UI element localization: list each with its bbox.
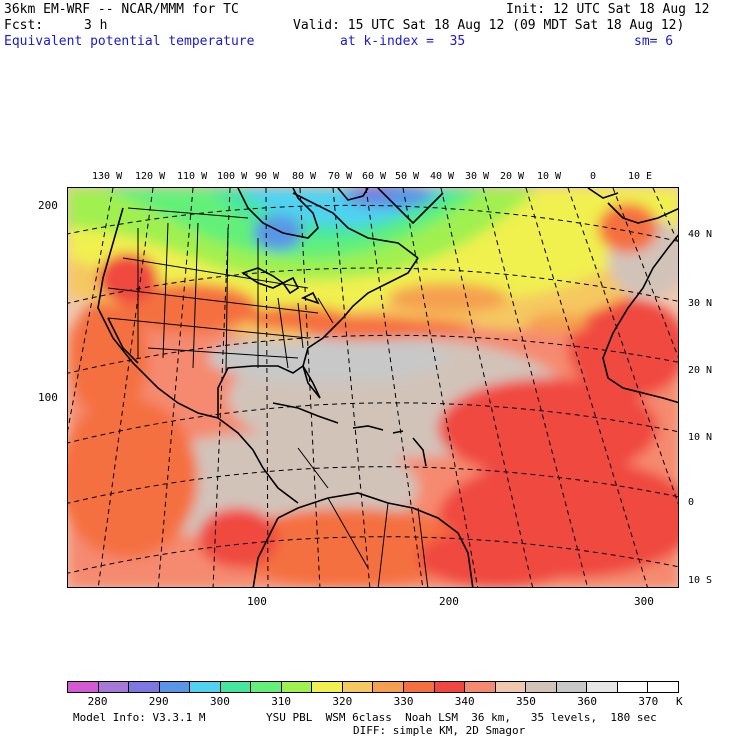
longitude-label: 100 W [217, 171, 248, 182]
longitude-label: 110 W [177, 171, 208, 182]
field-name: Equivalent potential temperature [4, 34, 255, 49]
longitude-label: 40 W [430, 171, 455, 182]
longitude-label: 90 W [255, 171, 280, 182]
smoothing-value: sm= 6 [634, 34, 674, 49]
colorbar-label: 360 [577, 695, 598, 708]
colorbar-swatch [526, 682, 557, 692]
colorbar-swatch [129, 682, 160, 692]
init-time: Init: 12 UTC Sat 18 Aug 12 [506, 2, 710, 17]
longitude-label: 120 W [135, 171, 166, 182]
latitude-label: 20 N [688, 365, 713, 376]
colorbar-swatch [587, 682, 618, 692]
grid-x-tick-100: 100 [247, 595, 267, 608]
longitude-label: 20 W [500, 171, 525, 182]
longitude-label: 80 W [292, 171, 317, 182]
latitude-label: 10 N [688, 432, 713, 443]
colorbar-swatch [98, 682, 130, 692]
longitude-label: 0 [590, 171, 597, 182]
colorbar-swatch [68, 682, 99, 692]
grid-x-tick-300: 300 [634, 595, 654, 608]
colorbar-swatch [373, 682, 405, 692]
political-boundaries [107, 207, 429, 587]
latitude-label: 40 N [688, 229, 713, 240]
grid-x-tick-200: 200 [439, 595, 459, 608]
colorbar-swatch [648, 682, 678, 692]
colorbar-swatch [190, 682, 221, 692]
physics-info: YSU PBL WSM 6class Noah LSM 36 km, 35 le… [266, 711, 657, 724]
valid-time: Valid: 15 UTC Sat 18 Aug 12 (09 MDT Sat … [293, 18, 685, 33]
grid-y-tick-100: 100 [38, 391, 58, 404]
colorbar-label: 340 [454, 695, 475, 708]
model-info: Model Info: V3.3.1 M [73, 711, 206, 724]
longitude-label: 60 W [362, 171, 387, 182]
latitude-label: 10 S [688, 575, 713, 586]
theta-e-map [67, 187, 679, 588]
longitude-label: 130 W [92, 171, 123, 182]
longitude-label: 50 W [395, 171, 420, 182]
longitude-label: 30 W [465, 171, 490, 182]
longitude-label: 10 E [628, 171, 653, 182]
latitude-label: 0 [688, 497, 695, 508]
colorbar-swatch [556, 682, 588, 692]
colorbar-label: 320 [332, 695, 353, 708]
colorbar-swatch [465, 682, 496, 692]
colorbar-unit: K [676, 695, 683, 708]
colorbar-swatch [312, 682, 343, 692]
colorbar-label: 310 [271, 695, 292, 708]
colorbar-swatch [342, 682, 374, 692]
forecast-label: Fcst: [4, 18, 44, 33]
colorbar-swatch [251, 682, 282, 692]
forecast-hour: 3 h [84, 18, 108, 33]
colorbar-label: 350 [516, 695, 536, 708]
colorbar [67, 681, 679, 693]
colorbar-label: 290 [148, 695, 169, 708]
colorbar-swatch [617, 682, 649, 692]
latitude-label: 30 N [688, 298, 713, 309]
colorbar-swatch [495, 682, 527, 692]
colorbar-swatch [434, 682, 466, 692]
level-index: at k-index = 35 [340, 34, 466, 49]
colorbar-swatch [159, 682, 191, 692]
grid-y-tick-200: 200 [38, 199, 58, 212]
colorbar-swatch [404, 682, 435, 692]
model-title: 36km EM-WRF -- NCAR/MMM for TC [4, 2, 239, 17]
colorbar-label: 370 [638, 695, 659, 708]
diffusion-info: DIFF: simple KM, 2D Smagor [353, 724, 526, 737]
colorbar-swatch [281, 682, 313, 692]
colorbar-label: 300 [210, 695, 230, 708]
colorbar-label: 280 [87, 695, 108, 708]
longitude-label: 10 W [537, 171, 562, 182]
coastlines [97, 188, 678, 587]
colorbar-label: 330 [393, 695, 414, 708]
map-graphic [68, 188, 678, 587]
colorbar-swatch [220, 682, 252, 692]
longitude-label: 70 W [328, 171, 353, 182]
graticule [68, 188, 678, 587]
